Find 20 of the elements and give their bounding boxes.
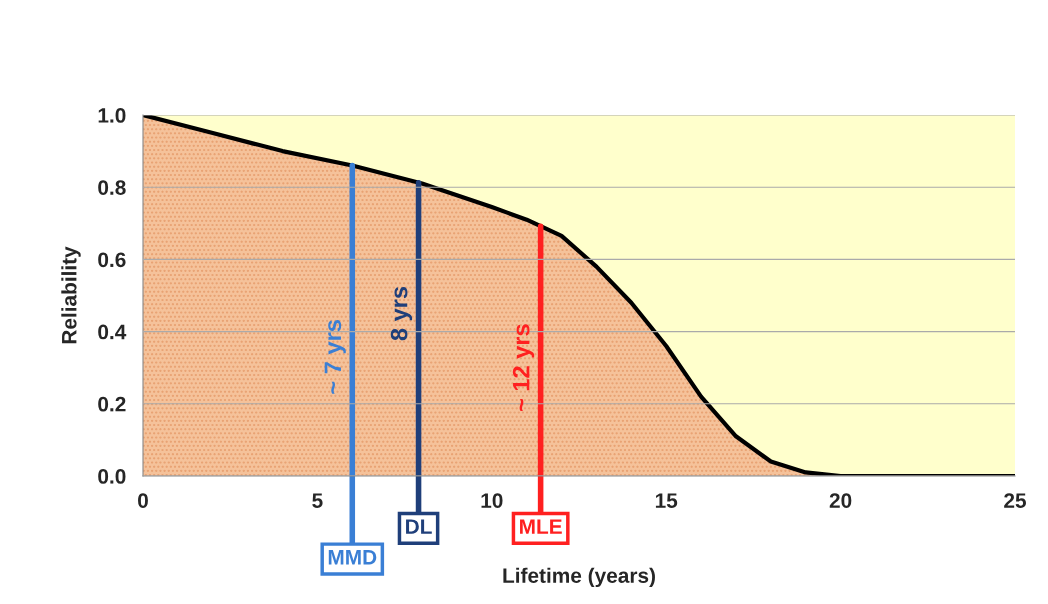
ref-line-label: DL — [406, 519, 432, 534]
annotation: ~ 12 yrs — [512, 324, 535, 412]
x-tick-label: 10 — [481, 493, 503, 508]
x-tick-label: 20 — [829, 493, 852, 508]
y-tick-label: 1.0 — [98, 108, 126, 123]
y-tick-label: 0.2 — [98, 396, 126, 412]
x-tick-label: 25 — [1004, 493, 1027, 508]
ref-line-label: MLE — [520, 519, 562, 534]
annotation: 8 yrs — [390, 286, 413, 341]
y-tick-label: 0.0 — [98, 469, 126, 484]
x-tick-label: 0 — [138, 493, 148, 508]
y-tick-label: 0.4 — [98, 324, 127, 340]
x-tick-label: 5 — [312, 493, 323, 508]
y-tick-label: 0.6 — [98, 252, 126, 268]
annotation: ~ 7 yrs — [324, 320, 346, 394]
y-axis-title: Reliability — [61, 246, 81, 344]
y-tick-label: 0.8 — [98, 180, 126, 195]
x-tick-label: 15 — [655, 493, 678, 508]
ref-line-label: MMD — [328, 550, 377, 565]
x-axis-title: Lifetime (years) — [503, 567, 655, 588]
